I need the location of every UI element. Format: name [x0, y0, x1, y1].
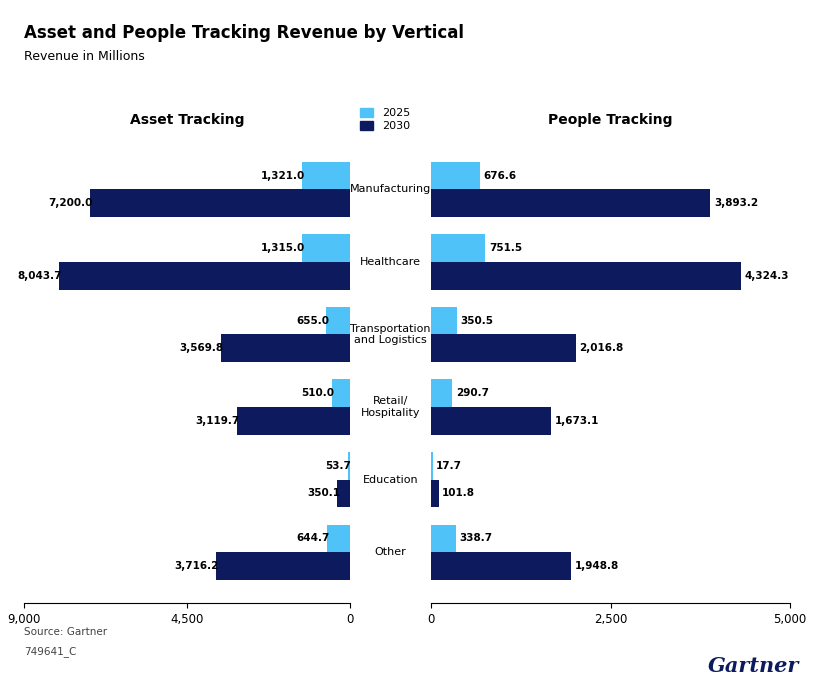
Text: 3,716.2: 3,716.2: [174, 561, 218, 571]
Text: 8,043.7: 8,043.7: [17, 271, 62, 281]
Legend: 2025, 2030: 2025, 2030: [360, 108, 410, 131]
Text: 338.7: 338.7: [459, 534, 492, 543]
Text: Manufacturing: Manufacturing: [350, 184, 431, 194]
Bar: [431, 525, 456, 552]
Text: 644.7: 644.7: [296, 534, 330, 543]
Bar: [216, 552, 350, 579]
Text: 655.0: 655.0: [296, 316, 329, 326]
Bar: [221, 335, 350, 362]
Text: 101.8: 101.8: [442, 489, 475, 498]
Text: 510.0: 510.0: [301, 388, 335, 398]
Bar: [90, 189, 350, 217]
Text: Transportation
and Logistics: Transportation and Logistics: [351, 324, 431, 345]
Text: 350.5: 350.5: [460, 316, 493, 326]
Bar: [237, 407, 350, 435]
Bar: [326, 525, 350, 552]
Bar: [302, 162, 350, 189]
Text: 350.1: 350.1: [307, 489, 340, 498]
Bar: [431, 234, 485, 262]
Bar: [348, 452, 350, 480]
Text: Asset and People Tracking Revenue by Vertical: Asset and People Tracking Revenue by Ver…: [24, 24, 465, 42]
Bar: [431, 335, 575, 362]
Text: Other: Other: [374, 547, 407, 557]
Bar: [431, 307, 457, 335]
Bar: [431, 189, 711, 217]
Text: 1,673.1: 1,673.1: [555, 416, 599, 426]
Text: 1,321.0: 1,321.0: [260, 170, 305, 181]
Text: 3,893.2: 3,893.2: [714, 198, 758, 208]
Text: Revenue in Millions: Revenue in Millions: [24, 50, 145, 63]
Text: Asset Tracking: Asset Tracking: [130, 112, 244, 127]
Text: 3,569.8: 3,569.8: [180, 343, 224, 353]
Bar: [431, 380, 453, 407]
Text: 749641_C: 749641_C: [24, 646, 77, 657]
Text: 4,324.3: 4,324.3: [745, 271, 790, 281]
Text: 1,948.8: 1,948.8: [575, 561, 619, 571]
Text: 751.5: 751.5: [489, 243, 522, 253]
Text: Gartner: Gartner: [708, 656, 799, 676]
Bar: [431, 407, 551, 435]
Text: 53.7: 53.7: [325, 461, 351, 471]
Text: Source: Gartner: Source: Gartner: [24, 627, 107, 637]
Text: Education: Education: [363, 475, 418, 484]
Text: People Tracking: People Tracking: [549, 112, 672, 127]
Text: 7,200.0: 7,200.0: [48, 198, 93, 208]
Text: 1,315.0: 1,315.0: [261, 243, 305, 253]
Text: 2,016.8: 2,016.8: [580, 343, 624, 353]
Bar: [431, 162, 480, 189]
Bar: [326, 307, 350, 335]
Text: 17.7: 17.7: [436, 461, 462, 471]
Bar: [59, 262, 350, 290]
Text: Healthcare: Healthcare: [361, 257, 421, 267]
Text: 676.6: 676.6: [484, 170, 517, 181]
Bar: [431, 452, 433, 480]
Text: 290.7: 290.7: [456, 388, 489, 398]
Text: Retail/
Hospitality: Retail/ Hospitality: [361, 396, 421, 418]
Bar: [431, 552, 571, 579]
Bar: [303, 234, 350, 262]
Bar: [331, 380, 350, 407]
Bar: [337, 480, 350, 507]
Bar: [431, 480, 439, 507]
Bar: [431, 262, 742, 290]
Text: 3,119.7: 3,119.7: [196, 416, 240, 426]
